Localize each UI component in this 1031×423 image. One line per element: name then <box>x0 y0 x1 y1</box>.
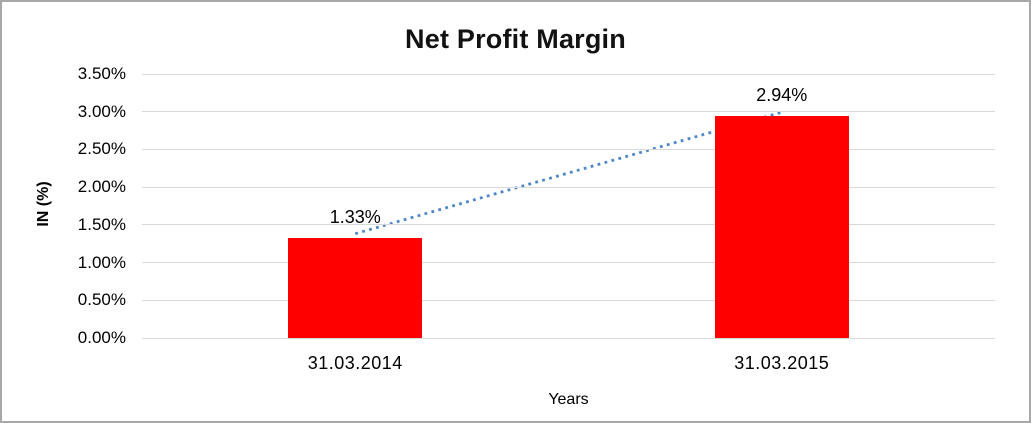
gridline <box>142 224 995 226</box>
gridline <box>142 186 995 188</box>
gridline <box>142 73 995 75</box>
plot-area <box>142 73 995 339</box>
bar-31.03.2015 <box>714 116 849 338</box>
bar-value-label: 1.33% <box>329 206 381 227</box>
y-axis-tick-label: 0.50% <box>77 290 126 310</box>
y-axis-tick-label: 3.50% <box>77 64 126 83</box>
x-axis-tick-label: 31.03.2015 <box>734 353 830 373</box>
y-axis-tick-label: 2.00% <box>77 177 126 197</box>
trendline <box>354 110 783 236</box>
y-axis-tick-label: 3.00% <box>77 101 126 121</box>
gridline <box>142 337 995 339</box>
y-axis-tick-label: 1.00% <box>77 252 126 272</box>
gridline <box>142 262 995 264</box>
y-axis-tick-label: 2.50% <box>77 139 126 159</box>
bar-value-label: 2.94% <box>756 85 808 106</box>
gridline <box>142 111 995 113</box>
bar-31.03.2014 <box>288 237 423 338</box>
gridline <box>142 299 995 301</box>
y-axis-tick-label: 0.00% <box>77 328 126 347</box>
x-axis-title: Years <box>548 391 589 408</box>
chart-title: Net Profit Margin <box>405 24 626 54</box>
y-axis-tick-label: 1.50% <box>77 214 126 234</box>
x-axis-tick-label: 31.03.2014 <box>307 353 403 373</box>
gridline <box>142 148 995 150</box>
